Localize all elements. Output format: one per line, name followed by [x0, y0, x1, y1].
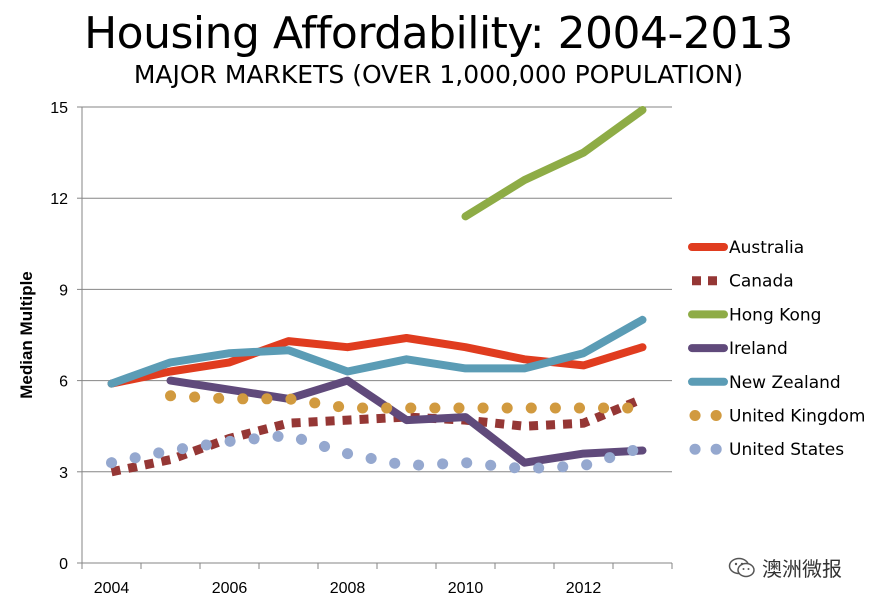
legend-label: United Kingdom: [729, 407, 865, 427]
y-tick-label: 6: [59, 374, 68, 391]
axes: 0 3 6 9 12 15 2004 2006 2008 2010 2012: [50, 100, 673, 597]
y-axis-label: Median Multiple: [17, 271, 36, 399]
x-tick-label: 2010: [448, 580, 484, 597]
series-lines: [106, 106, 648, 477]
y-tick-label: 15: [50, 100, 68, 117]
y-tick-label: 0: [59, 556, 68, 573]
x-tick-label: 2006: [212, 580, 248, 597]
y-tick-label: 12: [50, 191, 68, 208]
legend-label: Australia: [729, 238, 804, 258]
legend-label: Canada: [729, 272, 794, 292]
chart-title: Housing Affordability: 2004-2013: [84, 8, 793, 59]
watermark-text: 澳洲微报: [762, 557, 842, 581]
watermark: 澳洲微报: [728, 553, 842, 582]
gridlines: [82, 106, 672, 564]
series-line-ireland: [166, 376, 647, 467]
x-tick-label: 2004: [94, 580, 130, 597]
x-tick-label: 2012: [566, 580, 602, 597]
series-line-new-zealand: [107, 315, 647, 388]
legend-label: New Zealand: [729, 373, 841, 393]
series-line-united-states: [106, 429, 648, 475]
y-tick-label: 9: [59, 282, 68, 299]
wechat-icon: [728, 557, 755, 577]
legend: Australia Canada Hong Kong Ireland New Zeala…: [688, 238, 865, 460]
series-line-united-kingdom: [165, 390, 648, 414]
y-tick-label: 3: [59, 465, 68, 482]
legend-label: United States: [729, 440, 844, 460]
x-tick-label: 2008: [330, 580, 366, 597]
legend-label: Hong Kong: [729, 305, 821, 325]
series-line-canada: [110, 394, 645, 477]
series-line-hong-kong: [461, 106, 647, 221]
chart-subtitle: MAJOR MARKETS (OVER 1,000,000 POPULATION…: [133, 60, 744, 89]
legend-label: Ireland: [729, 339, 788, 359]
